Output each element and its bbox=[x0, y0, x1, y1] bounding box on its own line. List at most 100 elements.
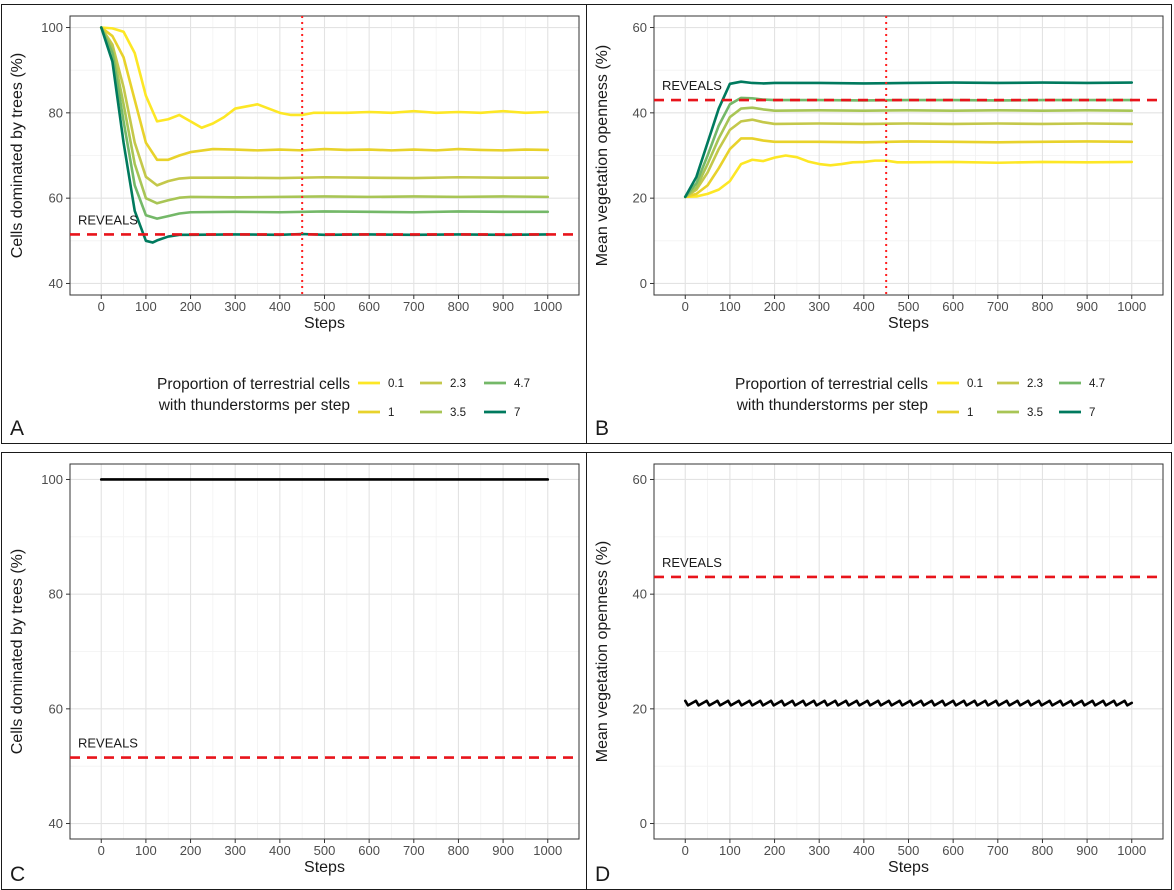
y-tick-label: 60 bbox=[49, 191, 63, 206]
panel-letter: B bbox=[595, 417, 609, 440]
y-tick-label: 80 bbox=[49, 587, 63, 602]
x-tick-label: 800 bbox=[1032, 843, 1054, 858]
y-axis-title: Mean vegetation openness (%) bbox=[594, 541, 611, 762]
reveals-label: REVEALS bbox=[662, 555, 722, 570]
x-tick-label: 400 bbox=[269, 299, 291, 314]
x-tick-label: 800 bbox=[448, 843, 470, 858]
y-tick-label: 0 bbox=[640, 816, 647, 831]
chart-svg: 0 100 200 300 400 500 600 700 800 900 100040608010… bbox=[9, 15, 580, 440]
y-tick-label: 20 bbox=[633, 191, 647, 206]
chart-panel-d: 0 100 200 300 400 500 600 700 800 900 1000 0 20 40 60 S… bbox=[586, 452, 1172, 890]
chart-panel-c: 0 100 200 300 400 500 600 700 800 900 1000 40 60 80 10… bbox=[1, 452, 587, 890]
x-tick-label: 900 bbox=[1076, 843, 1098, 858]
legend-entry-label: 2.3 bbox=[1027, 378, 1043, 390]
x-tick-label: 800 bbox=[1032, 299, 1054, 314]
series-line-0-1 bbox=[683, 154, 1134, 199]
y-tick-label: 60 bbox=[633, 472, 647, 487]
legend-entry-label: 1 bbox=[388, 407, 394, 419]
x-tick-label: 100 bbox=[719, 843, 741, 858]
series-line-4-7 bbox=[99, 26, 550, 220]
series-line-0-1 bbox=[99, 26, 550, 130]
legend: Proportion of terrestrial cells with thun… bbox=[735, 376, 1105, 419]
legend: Proportion of terrestrial cells with thun… bbox=[157, 376, 530, 419]
series-line-1 bbox=[683, 137, 1134, 199]
x-tick-label: 200 bbox=[180, 299, 202, 314]
legend-entry-label: 4.7 bbox=[1089, 378, 1105, 390]
chart-svg: 0 100 200 300 400 500 600 700 800 900 100040608010… bbox=[9, 463, 580, 886]
x-tick-label: 400 bbox=[853, 843, 875, 858]
legend-entry-label: 0.1 bbox=[388, 378, 404, 390]
gridlines bbox=[654, 464, 1163, 839]
x-tick-label: 500 bbox=[898, 843, 920, 858]
gridlines bbox=[654, 16, 1163, 295]
chart-panel-b: 0 100 200 300 400 500 600 700 800 900 1000 0 20 40 60 S… bbox=[586, 4, 1172, 444]
legend-entry-label: 0.1 bbox=[967, 378, 983, 390]
y-tick-label: 40 bbox=[49, 276, 63, 291]
series-line-7 bbox=[683, 80, 1134, 199]
series-line-main bbox=[683, 699, 1134, 707]
chart-panel-a: 0 100 200 300 400 500 600 700 800 900 1000 40 60 80 10… bbox=[1, 4, 587, 444]
y-axis-title: Mean vegetation openness (%) bbox=[594, 45, 611, 266]
series-group bbox=[683, 699, 1134, 707]
x-tick-label: 1000 bbox=[1117, 843, 1146, 858]
x-tick-label: 600 bbox=[358, 843, 380, 858]
y-tick-label: 100 bbox=[41, 472, 63, 487]
x-tick-label: 0 bbox=[682, 299, 689, 314]
legend-entry-label: 4.7 bbox=[514, 378, 530, 390]
reveals-label: REVEALS bbox=[662, 78, 722, 93]
x-tick-label: 0 bbox=[682, 843, 689, 858]
y-tick-label: 20 bbox=[633, 701, 647, 716]
legend-entry-label: 2.3 bbox=[450, 378, 466, 390]
legend-entry-label: 1 bbox=[967, 407, 973, 419]
x-tick-label: 700 bbox=[987, 843, 1009, 858]
x-axis-title: Steps bbox=[888, 315, 929, 332]
x-tick-label: 800 bbox=[448, 299, 470, 314]
y-tick-label: 40 bbox=[49, 816, 63, 831]
legend-entry-label: 7 bbox=[1089, 407, 1095, 419]
y-tick-label: 40 bbox=[633, 587, 647, 602]
x-tick-label: 200 bbox=[764, 299, 786, 314]
x-tick-label: 600 bbox=[942, 299, 964, 314]
x-tick-label: 500 bbox=[314, 843, 336, 858]
y-tick-label: 60 bbox=[633, 20, 647, 35]
x-tick-label: 900 bbox=[1076, 299, 1098, 314]
y-axis-title: Cells dominated by trees (%) bbox=[9, 549, 26, 754]
x-tick-label: 900 bbox=[492, 299, 514, 314]
x-tick-label: 300 bbox=[224, 299, 246, 314]
x-tick-label: 300 bbox=[224, 843, 246, 858]
series-line-2-3 bbox=[99, 26, 550, 187]
legend-entry-label: 3.5 bbox=[1027, 407, 1043, 419]
x-axis-title: Steps bbox=[304, 315, 345, 332]
series-line-1 bbox=[99, 26, 550, 162]
x-tick-label: 100 bbox=[135, 843, 157, 858]
x-tick-label: 500 bbox=[314, 299, 336, 314]
series-line-3-5 bbox=[683, 106, 1134, 199]
panel-letter: D bbox=[595, 863, 610, 886]
series-line-2-3 bbox=[683, 118, 1134, 199]
gridlines bbox=[70, 464, 579, 839]
x-tick-label: 0 bbox=[98, 299, 105, 314]
x-tick-label: 600 bbox=[358, 299, 380, 314]
series-line-3-5 bbox=[99, 26, 550, 205]
panel-letter: A bbox=[10, 417, 24, 440]
legend-title-line-1: Proportion of terrestrial cells bbox=[735, 376, 928, 393]
x-tick-label: 300 bbox=[808, 299, 830, 314]
legend-entry-label: 3.5 bbox=[450, 407, 466, 419]
x-tick-label: 300 bbox=[808, 843, 830, 858]
y-tick-label: 0 bbox=[640, 276, 647, 291]
x-tick-label: 1000 bbox=[1117, 299, 1146, 314]
x-tick-label: 100 bbox=[719, 299, 741, 314]
x-tick-label: 200 bbox=[764, 843, 786, 858]
x-tick-label: 1000 bbox=[533, 299, 562, 314]
chart-svg: 0 100 200 300 400 500 600 700 800 900 1000 0 20 40 60 S… bbox=[594, 15, 1164, 440]
x-tick-label: 1000 bbox=[533, 843, 562, 858]
legend-title-line-2: with thunderstorms per step bbox=[736, 397, 928, 414]
x-tick-label: 500 bbox=[898, 299, 920, 314]
legend-title-line-2: with thunderstorms per step bbox=[158, 397, 350, 414]
x-tick-label: 100 bbox=[135, 299, 157, 314]
panel-letter: C bbox=[10, 863, 25, 886]
x-tick-label: 200 bbox=[180, 843, 202, 858]
legend-entry-label: 7 bbox=[514, 407, 520, 419]
legend-title-line-1: Proportion of terrestrial cells bbox=[157, 376, 350, 393]
x-tick-label: 400 bbox=[853, 299, 875, 314]
